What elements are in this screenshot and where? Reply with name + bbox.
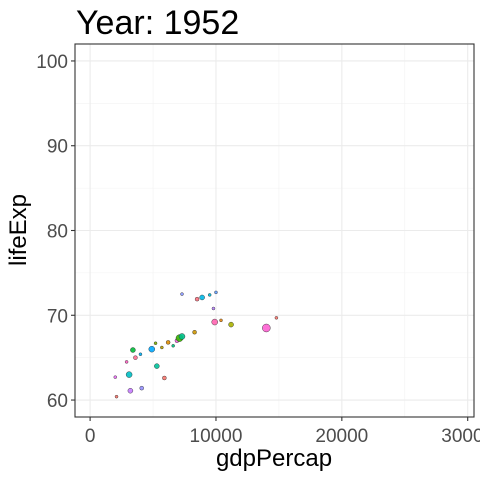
data-point <box>207 293 212 297</box>
x-tick-label: 0 <box>85 426 96 447</box>
data-point <box>113 375 117 379</box>
y-tick-label: 80 <box>47 222 68 243</box>
data-point <box>194 296 200 302</box>
data-point <box>139 385 144 391</box>
y-tick-label: 70 <box>47 306 68 327</box>
data-point <box>162 375 167 381</box>
x-tick-label: 20000 <box>315 426 368 447</box>
data-point <box>178 333 186 340</box>
plot-area <box>74 43 475 418</box>
data-point <box>153 341 158 345</box>
data-point <box>192 330 197 335</box>
data-point <box>154 363 160 369</box>
x-tick-label: 30000 <box>441 426 480 447</box>
data-point <box>211 306 216 311</box>
data-point <box>125 371 133 378</box>
data-point <box>148 345 155 353</box>
x-axis-title: gdpPercap <box>216 445 332 472</box>
data-point <box>160 345 164 350</box>
y-tick-label: 60 <box>47 391 68 412</box>
y-tick-label: 90 <box>47 137 68 158</box>
data-point <box>262 323 271 333</box>
x-tick-label: 10000 <box>190 426 243 447</box>
data-point <box>130 347 136 353</box>
data-point <box>127 388 134 394</box>
data-points <box>113 290 279 399</box>
data-point <box>114 394 119 399</box>
chart-title: Year: 1952 <box>76 4 239 42</box>
y-tick-label: 100 <box>36 52 68 73</box>
data-point <box>274 316 279 320</box>
major-gridlines <box>75 44 474 417</box>
data-point <box>171 344 175 348</box>
data-point <box>228 321 234 328</box>
data-point <box>138 352 143 356</box>
y-axis-ticks: 60 70 80 90 100 <box>36 52 75 412</box>
data-point <box>124 360 129 364</box>
data-point <box>199 294 205 301</box>
data-point <box>133 355 138 360</box>
x-axis-ticks: 0 10000 20000 30000 <box>85 417 480 447</box>
data-point <box>211 318 218 326</box>
data-point <box>214 290 218 295</box>
data-point <box>219 318 223 323</box>
data-point <box>165 340 171 345</box>
data-point <box>180 292 184 296</box>
y-axis-title: lifeExp <box>5 194 32 266</box>
